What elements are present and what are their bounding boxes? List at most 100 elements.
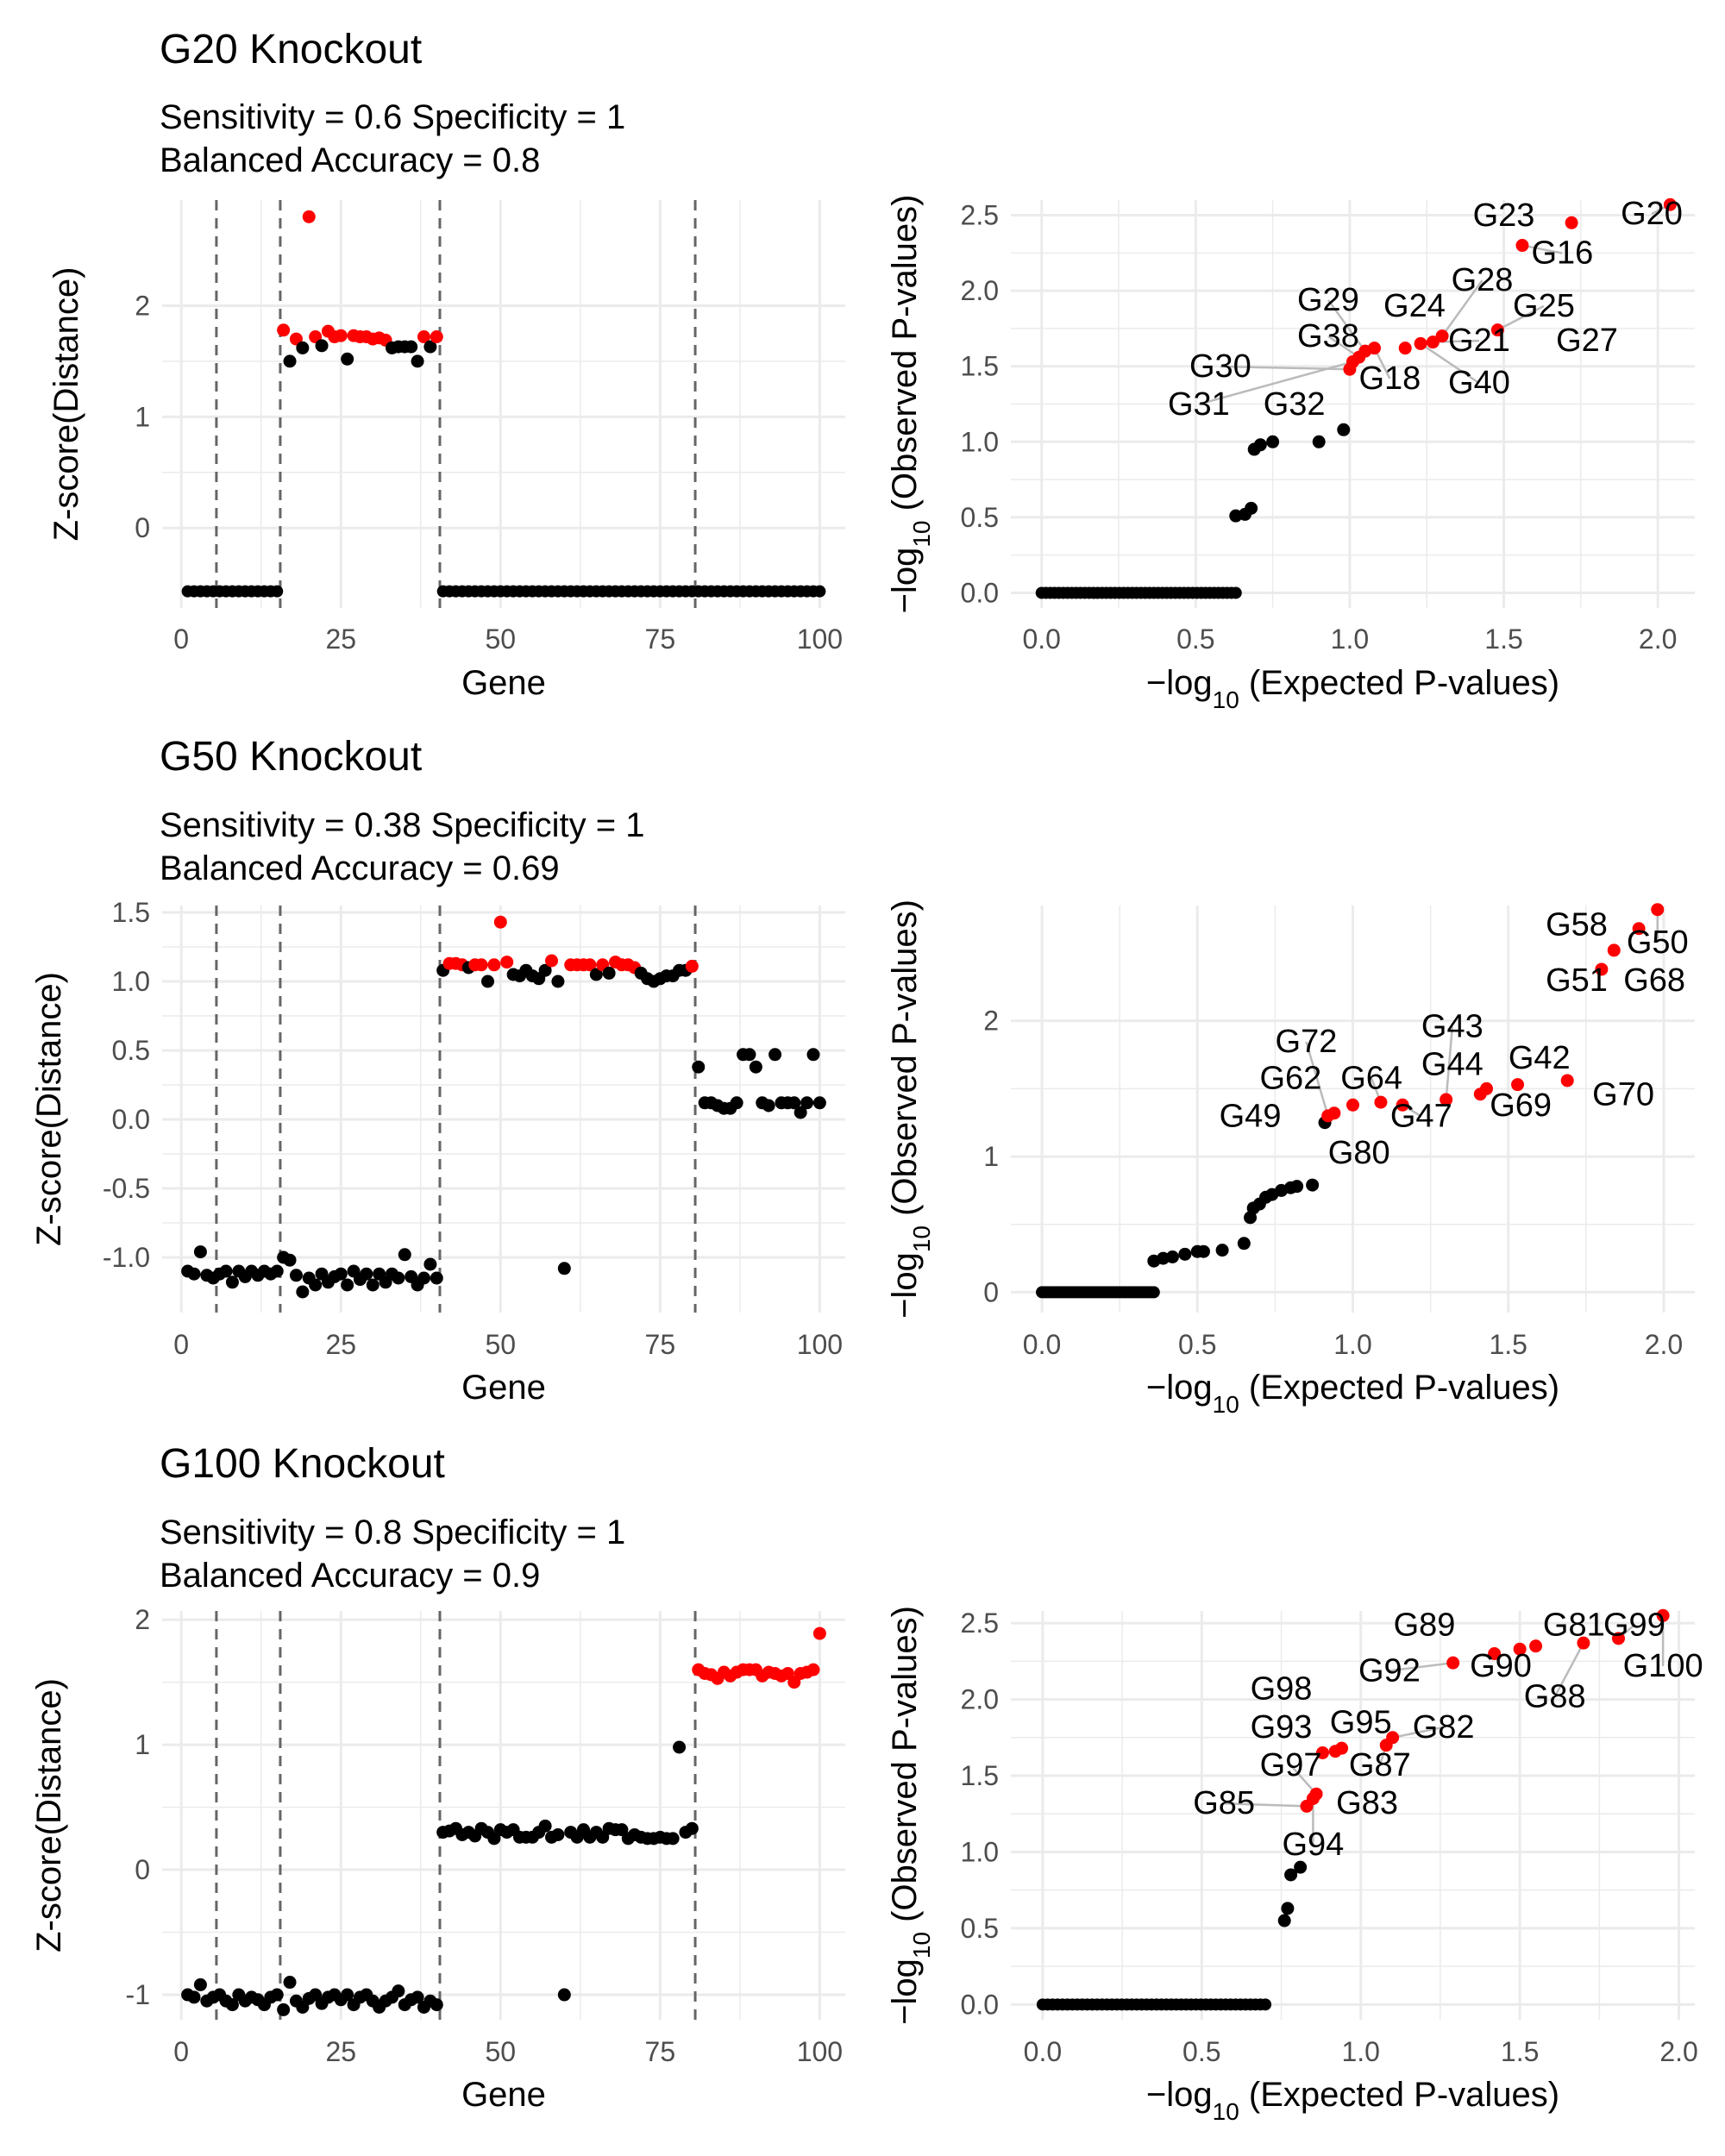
x-axis-label: −log10 (Expected P-values) xyxy=(1146,2076,1559,2125)
gene-label: G51 xyxy=(1546,962,1608,999)
gene-label: G49 xyxy=(1220,1098,1282,1134)
data-point xyxy=(405,340,418,354)
highlighted-point xyxy=(1663,197,1677,211)
x-tick-label: 0.5 xyxy=(1178,1329,1216,1360)
y-tick-label: -1.0 xyxy=(103,1242,150,1273)
x-tick-label: 1.0 xyxy=(1331,624,1369,655)
data-point xyxy=(187,1990,201,2004)
x-tick-label: 25 xyxy=(325,624,356,655)
highlighted-point xyxy=(1490,323,1504,337)
data-point xyxy=(692,1060,706,1074)
highlighted-point xyxy=(1398,342,1412,355)
highlighted-point xyxy=(1515,239,1529,253)
highlighted-point xyxy=(1414,336,1427,350)
highlighted-point xyxy=(1368,342,1382,355)
highlighted-point xyxy=(1315,1745,1329,1759)
highlighted-point xyxy=(1426,335,1440,349)
gene-label: G89 xyxy=(1394,1607,1456,1643)
x-tick-label: 1.5 xyxy=(1501,2036,1539,2067)
highlighted-point xyxy=(417,330,430,344)
gene-label: G16 xyxy=(1531,235,1593,272)
highlighted-point xyxy=(1479,1081,1493,1095)
data-point xyxy=(430,1271,443,1285)
y-tick-label: 2 xyxy=(135,290,150,321)
data-point xyxy=(411,1990,424,2004)
x-tick-label: 100 xyxy=(797,624,843,655)
highlighted-point xyxy=(500,956,514,969)
x-axis-label: −log10 (Expected P-values) xyxy=(1146,1369,1559,1418)
data-point xyxy=(225,1998,239,2012)
x-tick-label: 0.0 xyxy=(1023,1329,1061,1360)
highlighted-point xyxy=(289,332,303,346)
highlighted-point xyxy=(1309,1787,1323,1801)
highlighted-point xyxy=(1511,1078,1525,1092)
gene-label: G100 xyxy=(1623,1648,1703,1684)
panel-title: G50 Knockout xyxy=(160,734,423,780)
y-tick-label: 0.5 xyxy=(961,502,999,533)
gene-label: G27 xyxy=(1556,323,1618,359)
data-point xyxy=(1312,435,1326,448)
gene-label: G93 xyxy=(1251,1709,1313,1745)
data-point xyxy=(1196,1244,1210,1258)
data-point xyxy=(800,1096,814,1110)
data-point xyxy=(768,1048,782,1062)
data-point xyxy=(589,968,603,981)
gene-label: G42 xyxy=(1509,1040,1571,1076)
x-axis-label: Gene xyxy=(461,664,546,702)
data-point xyxy=(193,1977,207,1991)
x-tick-label: 100 xyxy=(797,2036,843,2067)
y-tick-label: 0.0 xyxy=(112,1104,150,1135)
y-axis-label: −log10 (Observed P-values) xyxy=(886,899,935,1319)
x-tick-label: 75 xyxy=(645,1329,676,1360)
y-tick-label: 2.5 xyxy=(961,200,999,231)
y-axis-label: Z-score(Distance) xyxy=(47,267,85,542)
x-tick-label: 75 xyxy=(645,2036,676,2067)
highlighted-point xyxy=(806,1663,820,1677)
data-point xyxy=(1337,423,1351,436)
data-point xyxy=(334,1267,348,1281)
y-tick-label: 2.5 xyxy=(961,1608,999,1639)
y-axis-label: −log10 (Observed P-values) xyxy=(886,1606,935,2025)
data-point xyxy=(296,341,310,354)
gene-label: G70 xyxy=(1592,1076,1654,1112)
y-axis-label: Z-score(Distance) xyxy=(30,1678,68,1952)
panel-title: G20 Knockout xyxy=(160,27,423,72)
y-tick-label: 1.0 xyxy=(112,966,150,997)
highlighted-point xyxy=(685,959,699,973)
data-point xyxy=(271,585,284,598)
y-tick-label: 2.0 xyxy=(961,275,999,306)
label-leader-line xyxy=(1521,244,1563,254)
y-tick-label: -0.5 xyxy=(103,1173,150,1204)
data-point xyxy=(270,1988,284,2002)
highlighted-point xyxy=(1435,329,1449,343)
data-point xyxy=(341,352,354,366)
x-axis-label: Gene xyxy=(461,2076,546,2114)
x-axis-label: −log10 (Expected P-values) xyxy=(1146,664,1559,713)
data-point xyxy=(1284,1868,1298,1882)
data-point xyxy=(1290,1180,1304,1194)
x-tick-label: 50 xyxy=(486,1329,517,1360)
highlighted-point xyxy=(1529,1639,1543,1653)
gene-label: G64 xyxy=(1340,1060,1402,1096)
data-point xyxy=(787,1096,801,1110)
highlighted-point xyxy=(1513,1642,1527,1656)
label-leader-line xyxy=(1389,1661,1453,1672)
gene-label: G92 xyxy=(1358,1652,1421,1689)
x-tick-label: 1.5 xyxy=(1489,1329,1527,1360)
y-tick-label: 1.0 xyxy=(961,426,999,457)
label-leader-line xyxy=(1441,279,1484,337)
gene-label: G47 xyxy=(1390,1098,1452,1134)
panel-metrics-line2: Balanced Accuracy = 0.9 xyxy=(160,1557,541,1595)
gene-label: G81 xyxy=(1543,1607,1605,1643)
gene-label: G68 xyxy=(1623,962,1685,999)
gene-label: G31 xyxy=(1168,386,1230,423)
panel-metrics-line1: Sensitivity = 0.6 Specificity = 1 xyxy=(160,98,626,136)
gene-label: G72 xyxy=(1276,1024,1338,1060)
highlighted-point xyxy=(1607,943,1621,957)
highlighted-point xyxy=(493,915,507,929)
data-point xyxy=(283,1253,297,1267)
label-leader-line xyxy=(1496,304,1545,331)
data-point xyxy=(1215,1244,1229,1257)
data-point xyxy=(417,1271,430,1285)
